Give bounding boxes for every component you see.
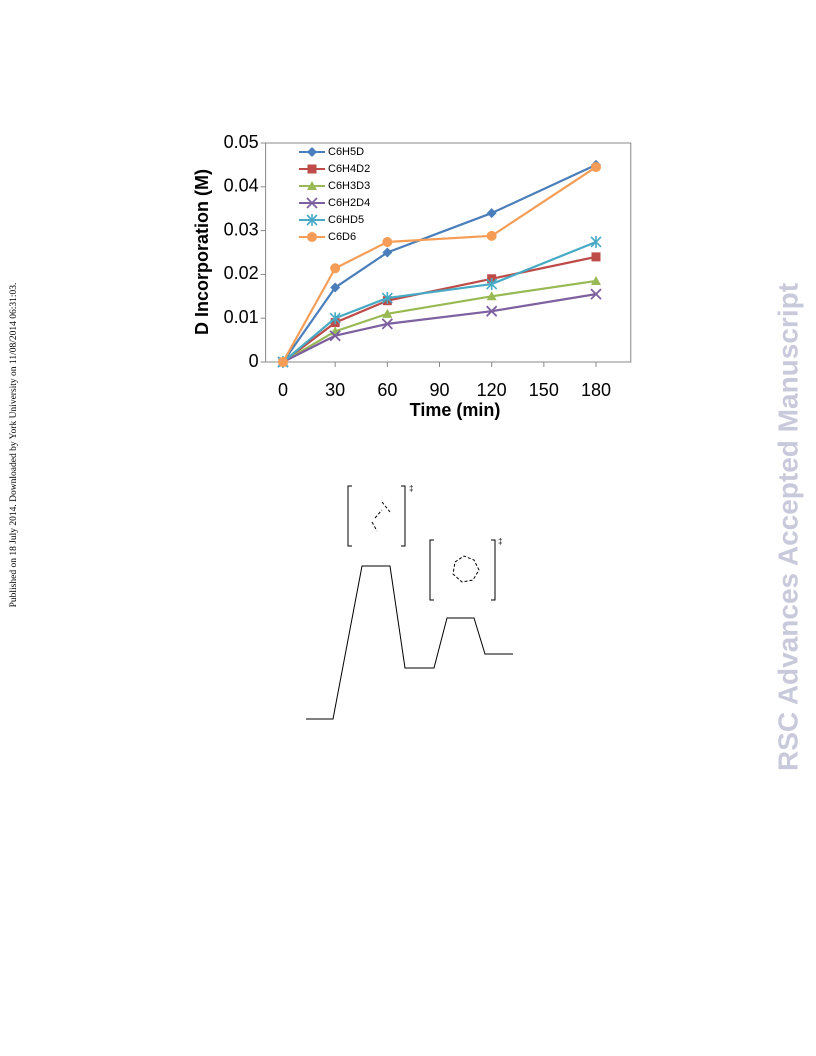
legend-label: C6H4D2	[328, 163, 370, 175]
series-line	[282, 255, 597, 363]
x-tick-label: 0	[278, 380, 288, 400]
marker	[330, 263, 341, 274]
y-tick-label: 0.03	[224, 219, 259, 239]
x-tick-label: 30	[325, 380, 345, 400]
energy-diagram: ‡ ‡	[306, 484, 513, 720]
ts-label: ‡	[409, 484, 413, 493]
x-tick-label: 180	[581, 380, 611, 400]
marker	[486, 278, 498, 291]
legend-marker	[306, 214, 318, 226]
marker	[278, 357, 288, 367]
x-tick-label: 120	[477, 380, 507, 400]
marker	[381, 292, 393, 305]
y-axis-title: D Incorporation (M)	[192, 169, 212, 335]
ts-structure	[452, 555, 480, 583]
marker	[486, 291, 497, 301]
marker	[330, 282, 341, 293]
x-axis-title: Time (min)	[410, 400, 501, 420]
marker	[486, 208, 497, 219]
series-line	[282, 163, 597, 363]
journal-watermark: RSC Advances Accepted Manuscript	[772, 283, 803, 771]
legend-label: C6D6	[328, 231, 356, 243]
marker	[382, 308, 393, 318]
marker	[591, 162, 601, 173]
y-tick-label: 0.04	[224, 176, 259, 196]
marker	[382, 236, 393, 247]
marker	[382, 247, 393, 258]
marker	[486, 305, 498, 317]
x-tick-label: 60	[377, 380, 397, 400]
legend-marker	[307, 232, 317, 242]
legend-label: C6H5D	[328, 146, 364, 158]
x-tick-label: 90	[429, 380, 449, 400]
marker	[590, 288, 602, 300]
y-tick-label: 0.05	[224, 132, 259, 152]
x-tick-label: 150	[529, 380, 559, 400]
marker	[329, 330, 341, 342]
energy-profile	[306, 565, 513, 720]
legend-label: C6HD5	[328, 214, 364, 226]
y-tick-label: 0	[249, 351, 259, 371]
ts-structure	[371, 501, 391, 532]
marker	[591, 252, 601, 262]
marker	[590, 235, 602, 248]
marker	[486, 230, 497, 241]
plot-area	[265, 142, 632, 363]
legend-label: C6H2D4	[328, 197, 370, 209]
legend-marker	[307, 147, 317, 157]
legend-marker	[307, 181, 317, 190]
download-note: Published on 18 July 2014. Downloaded by…	[9, 283, 19, 608]
y-tick-label: 0.02	[224, 263, 259, 283]
legend-marker	[306, 197, 318, 209]
chart: 0 0.01 0.02 0.03 0.04 0.05 0 30 60 90 120 150 180 Tim…	[192, 132, 632, 420]
y-tick-label: 0.01	[224, 307, 259, 327]
bracket	[347, 485, 406, 547]
marker	[591, 275, 601, 285]
marker	[381, 318, 393, 330]
legend-label: C6H3D3	[328, 180, 370, 192]
marker	[329, 312, 341, 325]
bracket	[429, 539, 496, 601]
ts-label: ‡	[498, 537, 502, 546]
legend-marker	[307, 164, 317, 174]
